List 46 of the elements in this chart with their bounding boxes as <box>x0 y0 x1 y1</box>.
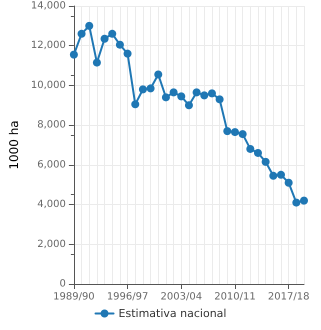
point <box>100 34 109 43</box>
y-tick-label: 6,000 <box>37 159 66 170</box>
point <box>200 91 208 100</box>
point <box>78 30 86 38</box>
point <box>300 196 308 205</box>
point <box>238 130 247 138</box>
y-tick-label: 2,000 <box>37 238 66 250</box>
y-tick-label: 8,000 <box>37 120 66 131</box>
point <box>254 148 262 157</box>
point <box>162 93 170 102</box>
y-tick-label: 10,000 <box>30 80 66 91</box>
point <box>262 158 270 166</box>
point <box>116 40 124 49</box>
y-axis-title: 1000 ha <box>7 120 21 170</box>
point <box>131 100 140 108</box>
point <box>284 178 293 187</box>
point <box>208 89 216 98</box>
point <box>216 95 224 104</box>
x-tick-label: 2010/11 <box>214 292 256 302</box>
x-tick-label: 1996/97 <box>106 292 148 302</box>
point <box>177 92 186 100</box>
point <box>124 50 132 58</box>
point <box>292 198 300 207</box>
x-tick-label: 2017/18 <box>268 292 310 302</box>
point <box>92 58 101 67</box>
point <box>85 22 94 30</box>
point <box>192 88 201 96</box>
point <box>276 170 285 179</box>
y-tick-label: 12,000 <box>30 40 66 52</box>
point <box>246 144 254 153</box>
point <box>154 70 162 79</box>
legend-label: Estimativa nacional <box>118 307 226 320</box>
point <box>170 88 178 96</box>
y-tick-label: 14,000 <box>30 0 66 12</box>
point <box>269 172 278 180</box>
point <box>230 128 239 136</box>
y-tick-label: 0 <box>60 278 66 290</box>
point <box>184 101 193 110</box>
point <box>70 50 78 59</box>
point <box>108 30 116 38</box>
x-tick-label: 2003/04 <box>160 292 202 302</box>
point <box>138 85 147 94</box>
point <box>146 84 155 92</box>
point <box>223 127 232 136</box>
x-tick-label: 1989/90 <box>53 292 95 302</box>
y-tick-label: 4,000 <box>37 199 66 210</box>
